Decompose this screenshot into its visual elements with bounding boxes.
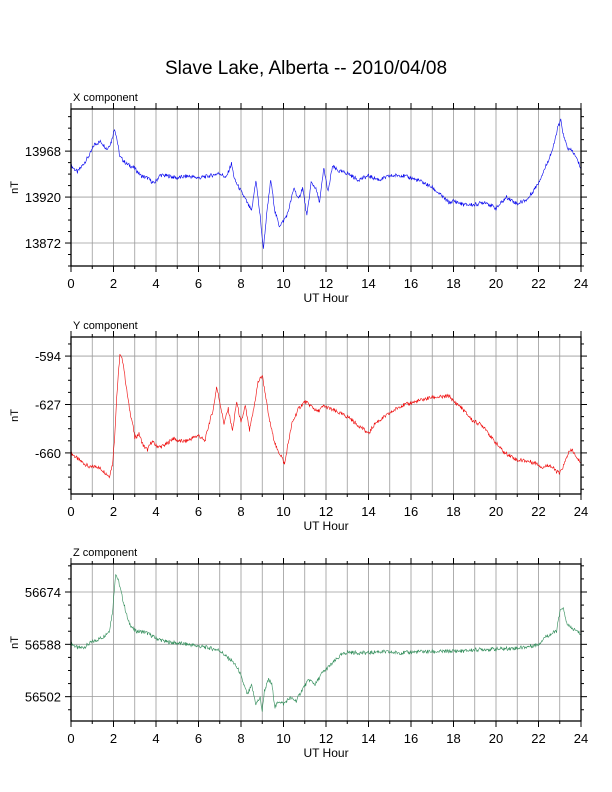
y-axis-label: nT <box>9 181 21 194</box>
x-tick-label: 22 <box>531 504 545 519</box>
y-tick-label: -594 <box>35 349 61 364</box>
x-tick-label: 8 <box>237 504 244 519</box>
panel-label: X component <box>73 92 138 104</box>
x-tick-label: 18 <box>446 731 460 746</box>
x-tick-label: 22 <box>531 731 545 746</box>
y-tick-label: -660 <box>35 446 61 461</box>
x-tick-label: 20 <box>489 504 503 519</box>
x-tick-label: 8 <box>237 731 244 746</box>
x-tick-label: 20 <box>489 731 503 746</box>
panel-label: Z component <box>73 547 137 559</box>
x-tick-label: 16 <box>404 276 418 291</box>
x-tick-label: 0 <box>67 504 74 519</box>
x-tick-label: 6 <box>195 731 202 746</box>
x-tick-label: 20 <box>489 276 503 291</box>
data-series-line <box>70 118 582 249</box>
x-tick-label: 18 <box>446 276 460 291</box>
x-tick-label: 24 <box>574 504 588 519</box>
y-tick-label: 56674 <box>25 585 61 600</box>
x-tick-label: 16 <box>404 731 418 746</box>
y-tick-label: 56502 <box>25 690 61 705</box>
data-series-line <box>70 574 582 712</box>
y-tick-label: 13920 <box>25 190 61 205</box>
x-tick-label: 2 <box>110 731 117 746</box>
x-tick-label: 18 <box>446 504 460 519</box>
x-tick-label: 2 <box>110 504 117 519</box>
x-tick-label: 6 <box>195 504 202 519</box>
x-tick-label: 16 <box>404 504 418 519</box>
y-tick-label: 13872 <box>25 236 61 251</box>
x-tick-label: 10 <box>276 276 290 291</box>
y-tick-label: 56588 <box>25 637 61 652</box>
x-tick-label: 24 <box>574 276 588 291</box>
page-title: Slave Lake, Alberta -- 2010/04/08 <box>164 58 448 79</box>
x-tick-label: 12 <box>319 504 333 519</box>
data-series-line <box>70 353 582 479</box>
x-tick-label: 12 <box>319 276 333 291</box>
x-tick-label: 14 <box>361 504 375 519</box>
x-tick-label: 4 <box>152 504 159 519</box>
y-tick-label: -627 <box>35 397 61 412</box>
x-tick-label: 14 <box>361 276 375 291</box>
y-axis-label: nT <box>9 409 21 422</box>
x-tick-label: 0 <box>67 731 74 746</box>
x-axis-label: UT Hour <box>303 519 348 533</box>
x-tick-label: 8 <box>237 276 244 291</box>
x-tick-label: 0 <box>67 276 74 291</box>
x-tick-label: 22 <box>531 276 545 291</box>
x-tick-label: 24 <box>574 731 588 746</box>
x-tick-label: 6 <box>195 276 202 291</box>
y-axis-label: nT <box>9 636 21 649</box>
x-tick-label: 12 <box>319 731 333 746</box>
x-tick-label: 2 <box>110 276 117 291</box>
x-tick-label: 10 <box>276 504 290 519</box>
x-axis-label: UT Hour <box>303 291 348 305</box>
panel-label: Y component <box>73 320 138 332</box>
x-tick-label: 10 <box>276 731 290 746</box>
x-axis-label: UT Hour <box>303 746 348 760</box>
x-tick-label: 4 <box>152 276 159 291</box>
x-tick-label: 4 <box>152 731 159 746</box>
y-tick-label: 13968 <box>25 144 61 159</box>
x-tick-label: 14 <box>361 731 375 746</box>
